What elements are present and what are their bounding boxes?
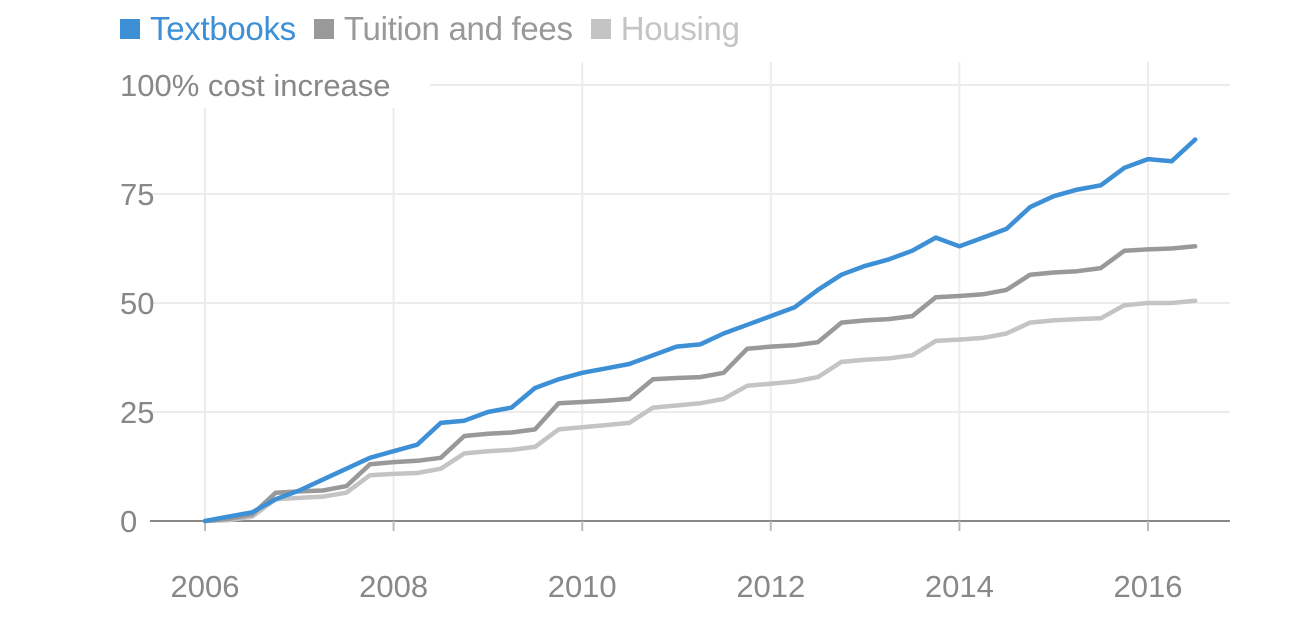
- legend-label-textbooks: Textbooks: [150, 10, 296, 47]
- series-line-tuition-and-fees: [202, 244, 1198, 524]
- legend-item-tuition[interactable]: Tuition and fees: [313, 10, 573, 48]
- y-tick-label-25: 25: [120, 395, 154, 430]
- y-tick-label-0: 0: [120, 504, 137, 539]
- legend-swatch-tuition: [313, 19, 334, 39]
- y-tick-label-50: 50: [120, 286, 154, 321]
- x-tick-label-2012: 2012: [736, 569, 805, 604]
- x-tick-label-2008: 2008: [359, 569, 428, 604]
- unit-label-background: [110, 62, 430, 108]
- series-lines: [202, 137, 1198, 524]
- x-tick-label-2016: 2016: [1114, 569, 1183, 604]
- legend-label-tuition: Tuition and fees: [343, 10, 573, 47]
- y-unit-label: 100% cost increase: [120, 68, 391, 103]
- x-tick-label-2006: 2006: [171, 569, 240, 604]
- legend-swatch-textbooks: [120, 19, 140, 39]
- legend-label-housing: Housing: [620, 10, 740, 47]
- legend: Textbooks Tuition and fees Housing: [120, 10, 758, 48]
- y-tick-label-75: 75: [120, 177, 154, 212]
- x-tick-label-2014: 2014: [925, 569, 994, 604]
- axes: 0 25 50 75 2006 2008 2010 2012 2014 2016: [120, 177, 1230, 604]
- series-line-textbooks: [202, 137, 1198, 524]
- grid-lines: [150, 62, 1230, 521]
- legend-swatch-housing: [590, 19, 611, 39]
- series-line-housing: [202, 298, 1198, 524]
- x-tick-label-2010: 2010: [548, 569, 617, 604]
- legend-item-housing[interactable]: Housing: [590, 10, 740, 48]
- legend-item-textbooks[interactable]: Textbooks: [120, 10, 296, 48]
